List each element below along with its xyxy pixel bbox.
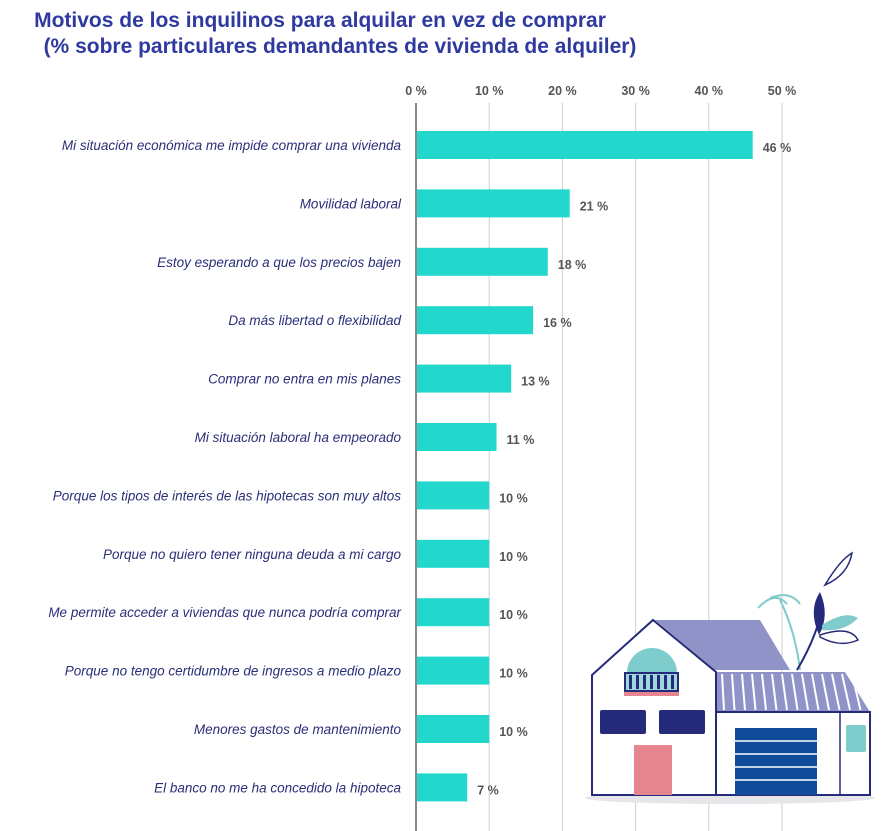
roof-stripe [721, 673, 725, 711]
x-tick-label: 0 % [405, 84, 427, 98]
roof-stripe [841, 673, 851, 711]
x-tick-label: 40 % [695, 84, 724, 98]
bar [416, 773, 468, 802]
bar [416, 598, 490, 627]
data-label: 46 % [763, 141, 792, 155]
roof-stripe [781, 673, 788, 711]
x-tick-label: 20 % [548, 84, 577, 98]
door [634, 745, 672, 795]
balcony-bar [650, 675, 653, 689]
x-tick-label: 30 % [621, 84, 650, 98]
bar [416, 247, 548, 276]
dome-window [627, 648, 677, 673]
category-label: Mi situación laboral ha empeorado [195, 430, 402, 445]
x-tick-label: 10 % [475, 84, 504, 98]
data-label: 10 % [499, 491, 528, 505]
palm-leaves [757, 594, 801, 609]
balcony-bar [629, 675, 632, 689]
category-label: Comprar no entra en mis planes [208, 372, 401, 387]
bar [416, 715, 490, 743]
palm-stem [779, 599, 801, 671]
garage-door [735, 728, 817, 795]
bar [416, 481, 490, 510]
balcony-bar [671, 675, 674, 689]
plant-leaf-top [823, 551, 854, 587]
category-label: Movilidad laboral [300, 196, 402, 211]
data-label: 13 % [521, 375, 550, 389]
roof-stripe [791, 673, 799, 711]
category-label: Estoy esperando a que los precios bajen [157, 255, 401, 270]
plant-leaf-outline [819, 630, 860, 645]
bar [416, 131, 753, 159]
roof-stripe [751, 673, 757, 711]
roof-stripe [801, 673, 809, 711]
data-label: 21 % [580, 199, 609, 213]
bar [416, 423, 497, 451]
roof-stripe [821, 673, 830, 711]
bar [416, 364, 512, 393]
x-tick-label: 50 % [768, 84, 797, 98]
balcony-bar [643, 675, 646, 689]
data-label: 11 % [507, 433, 535, 447]
category-label: Me permite acceder a viviendas que nunca… [48, 605, 401, 620]
window-right [659, 710, 705, 734]
roof-stripe [771, 673, 778, 711]
roof-back [655, 620, 790, 670]
bar [416, 306, 534, 335]
category-label: El banco no me ha concedido la hipoteca [154, 780, 401, 795]
category-label: Porque no quiero tener ninguna deuda a m… [103, 547, 401, 562]
data-label: 10 % [499, 725, 528, 739]
balcony-bar [657, 675, 660, 689]
category-label: Da más libertad o flexibilidad [228, 313, 401, 328]
roof-stripe [731, 673, 736, 711]
balcony-base [624, 692, 679, 696]
bar [416, 656, 490, 685]
bar [416, 539, 490, 568]
data-label: 10 % [499, 550, 528, 564]
category-label: Porque no tengo certidumbre de ingresos … [65, 664, 402, 679]
plant-leaf-dark [813, 592, 825, 635]
roof-stripe [831, 673, 841, 711]
roof-stripe [741, 673, 746, 711]
category-label: Menores gastos de mantenimiento [194, 722, 402, 737]
chart-title: Motivos de los inquilinos para alquilar … [34, 9, 606, 32]
data-label: 16 % [543, 316, 572, 330]
data-label: 10 % [499, 667, 528, 681]
data-label: 7 % [477, 783, 499, 797]
roof-stripe [761, 673, 767, 711]
bar [416, 189, 570, 218]
window-left [600, 710, 646, 734]
data-label: 10 % [499, 608, 528, 622]
data-label: 18 % [558, 258, 587, 272]
roof-stripe [851, 673, 862, 711]
category-label: Porque los tipos de interés de las hipot… [53, 488, 401, 503]
category-label: Mi situación económica me impide comprar… [62, 138, 402, 153]
plant-leaf-teal [822, 615, 858, 631]
side-window [846, 725, 866, 752]
balcony-bar [636, 675, 639, 689]
roof-stripe [811, 673, 820, 711]
chart-subtitle: (% sobre particulares demandantes de viv… [43, 35, 637, 58]
house-illustration [585, 551, 875, 804]
balcony-bar [664, 675, 667, 689]
